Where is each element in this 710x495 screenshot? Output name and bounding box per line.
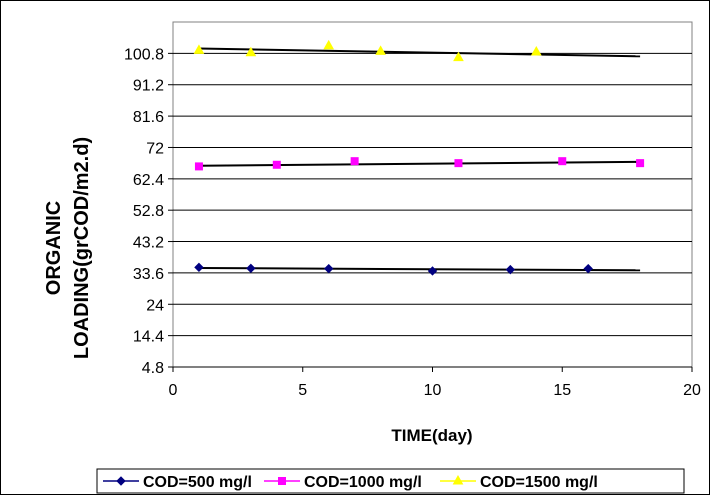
data-point [453, 51, 464, 62]
legend-label: COD=1000 mg/l [304, 474, 422, 491]
data-point [245, 46, 257, 57]
data-point [375, 45, 386, 55]
y-tick-label: 24 [146, 297, 164, 314]
data-point [246, 263, 256, 274]
gridlines [168, 52, 693, 372]
y-tick-label: 43.2 [133, 235, 164, 252]
data-point [272, 160, 281, 169]
y-tick-label: 33.6 [133, 266, 164, 283]
data-point [194, 262, 204, 273]
y-tick-label: 100.8 [124, 46, 164, 63]
data-point [583, 263, 593, 274]
y-tick-label: 81.6 [133, 109, 164, 126]
y-axis-label-line-1: ORGANIC [43, 201, 65, 295]
trendline-3 [198, 47, 641, 58]
data-point [427, 266, 438, 276]
y-tick-label: 91.2 [133, 78, 164, 95]
y-tick-label: 62.4 [133, 172, 164, 189]
x-tick-label: 5 [298, 382, 307, 399]
plot-area [172, 21, 693, 368]
legend-marker [452, 474, 464, 485]
data-point [350, 157, 359, 166]
x-tick-label: 0 [169, 382, 178, 399]
data-point [193, 44, 205, 54]
legend-box [96, 468, 685, 494]
legend-label: COD=500 mg/l [143, 474, 252, 491]
y-tick-label: 72 [146, 140, 164, 157]
data-point [194, 162, 203, 171]
data-point [530, 46, 542, 56]
legend-marker [278, 477, 286, 485]
y-axis-label-line-2: LOADING(grCOD/m2.d) [71, 137, 93, 359]
data-point [323, 263, 334, 274]
data-point [636, 159, 645, 168]
legend-label: COD=1500 mg/l [480, 474, 598, 491]
x-axis-label: TIME(day) [391, 426, 472, 445]
data-points [193, 39, 645, 276]
y-tick-label: 52.8 [133, 203, 164, 220]
legend-marker [116, 476, 126, 486]
data-point [454, 159, 463, 168]
trendline-2 [198, 160, 641, 167]
trendlines [198, 47, 641, 272]
x-tick-label: 15 [553, 382, 571, 399]
legend: COD=500 mg/l COD=1000 mg/l COD=1500 mg/l [96, 468, 685, 494]
data-point [558, 157, 567, 166]
x-tick-labels: 0 5 10 15 20 [169, 382, 701, 399]
data-point [323, 39, 335, 50]
x-tick-label: 20 [683, 382, 701, 399]
y-tick-label: 14.4 [133, 329, 164, 346]
y-tick-label: 4.8 [142, 360, 164, 377]
y-tick-labels: 4.8 14.4 24 33.6 43.2 52.8 62.4 72 81.6 91.2 100.8 [124, 46, 164, 377]
x-tick-label: 10 [424, 382, 442, 399]
data-point [505, 264, 516, 275]
trendline-1 [198, 267, 641, 272]
